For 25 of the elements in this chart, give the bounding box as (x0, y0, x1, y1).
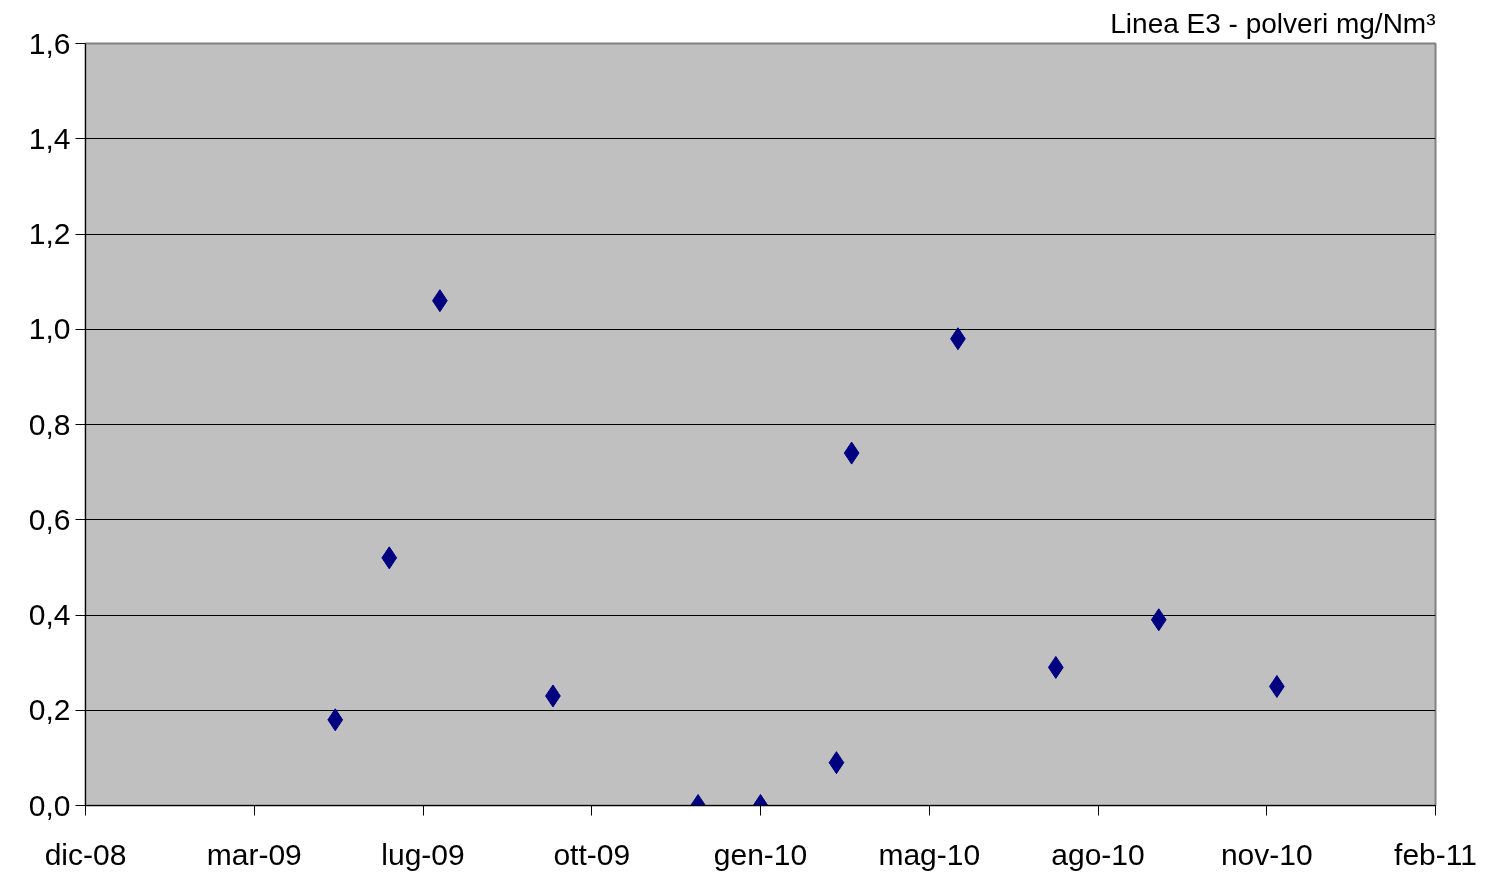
y-tick-label: 1,2 (28, 217, 71, 250)
point (828, 751, 845, 775)
y-tick-label: 0,4 (28, 598, 71, 631)
x-tick-label: feb-11 (1394, 837, 1477, 871)
y-tick-label: 1,4 (28, 121, 71, 155)
x-tick-label: ott-09 (553, 837, 631, 871)
y-tick-label: 0,8 (28, 407, 71, 441)
chart-title: Linea E3 - polveri mg/Nm³ (1110, 7, 1436, 39)
y-tick-label: 0,2 (28, 693, 71, 727)
point (381, 546, 398, 570)
x-tick-label: ago-10 (1051, 837, 1145, 871)
point (843, 441, 860, 465)
y-tick-label: 1,0 (28, 312, 71, 346)
y-tick-label: 1,6 (28, 26, 71, 60)
point (1150, 608, 1167, 632)
x-tick-label: lug-09 (381, 837, 465, 871)
x-tick-label: gen-10 (713, 837, 808, 871)
x-tick-label: dic-08 (44, 837, 127, 871)
y-tick-label: 0,6 (28, 502, 71, 536)
x-tick-label: mar-09 (206, 837, 302, 871)
y-tick-label: 0,0 (28, 788, 71, 822)
x-tick-label: mag-10 (878, 837, 981, 871)
point (327, 708, 344, 732)
point (1047, 655, 1064, 679)
x-tick-label: nov-10 (1220, 837, 1313, 871)
